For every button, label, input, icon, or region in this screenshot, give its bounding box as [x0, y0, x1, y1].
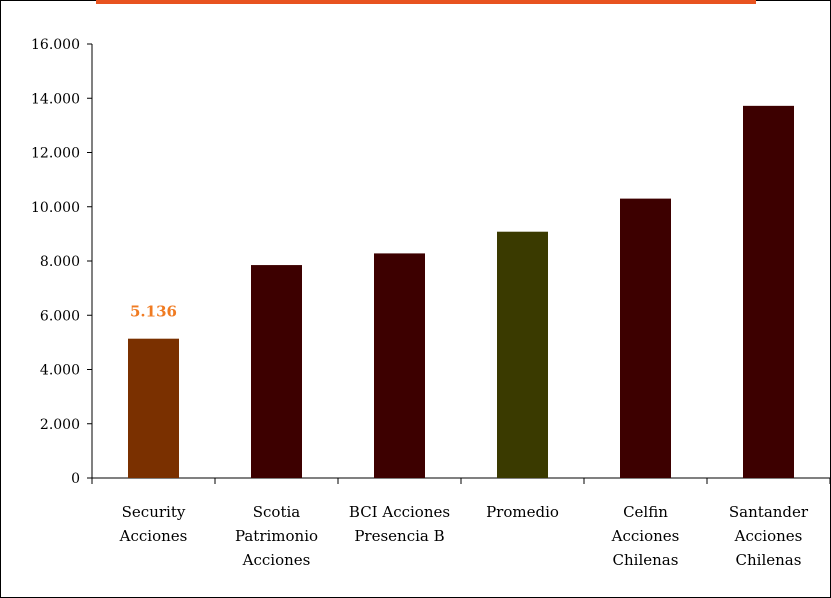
- axes: 0 2.000 4.000 6.000 8.000 10.000 12.000 14.000 1…: [31, 37, 831, 487]
- x-category-label: Security Acciones: [119, 503, 188, 545]
- bar-4: [497, 231, 548, 478]
- x-category-label-line: Acciones: [119, 527, 188, 545]
- x-category-label-line: BCI Acciones: [349, 503, 450, 521]
- labels: Security Acciones Scotia Patrimonio Acciones…: [119, 303, 809, 569]
- x-category-label-line: Acciones: [611, 527, 680, 545]
- data-label: 5.136: [130, 303, 177, 321]
- x-category-label-line: Acciones: [242, 551, 311, 569]
- x-category-label-line: Chilenas: [613, 551, 679, 569]
- title-accent-bar: [96, 0, 756, 4]
- y-tick-label: 0: [71, 471, 80, 487]
- x-category-label-line: Acciones: [734, 527, 803, 545]
- x-category-label-line: Patrimonio: [235, 527, 318, 545]
- x-category-label-line: Celfin: [623, 503, 668, 521]
- x-category-label-line: Chilenas: [736, 551, 802, 569]
- bar-2: [251, 265, 302, 478]
- bars: [128, 105, 794, 479]
- x-category-label: Santander Acciones Chilenas: [729, 503, 809, 569]
- y-tick-label: 6.000: [40, 308, 80, 324]
- x-category-label-line: Scotia: [253, 503, 301, 521]
- x-category-label: Celfin Acciones Chilenas: [611, 503, 680, 569]
- y-tick-label: 2.000: [40, 417, 80, 433]
- x-category-label-line: Promedio: [486, 503, 559, 521]
- bar-5: [620, 198, 671, 479]
- y-tick-label: 16.000: [31, 37, 80, 53]
- x-category-label: Scotia Patrimonio Acciones: [235, 503, 318, 569]
- y-tick-label: 8.000: [40, 254, 80, 270]
- bar-1: [128, 338, 179, 478]
- bar-3: [374, 253, 425, 478]
- y-tick-label: 10.000: [31, 200, 80, 216]
- x-category-label-line: Security: [122, 503, 186, 521]
- x-category-label: Promedio: [486, 503, 559, 521]
- y-tick-label: 14.000: [31, 91, 80, 107]
- x-category-label-line: Santander: [729, 503, 809, 521]
- y-tick-label: 4.000: [40, 363, 80, 379]
- bar-6: [743, 105, 794, 478]
- x-category-label-line: Presencia B: [354, 527, 444, 545]
- x-category-label: BCI Acciones Presencia B: [349, 503, 450, 545]
- y-tick-label: 12.000: [31, 146, 80, 162]
